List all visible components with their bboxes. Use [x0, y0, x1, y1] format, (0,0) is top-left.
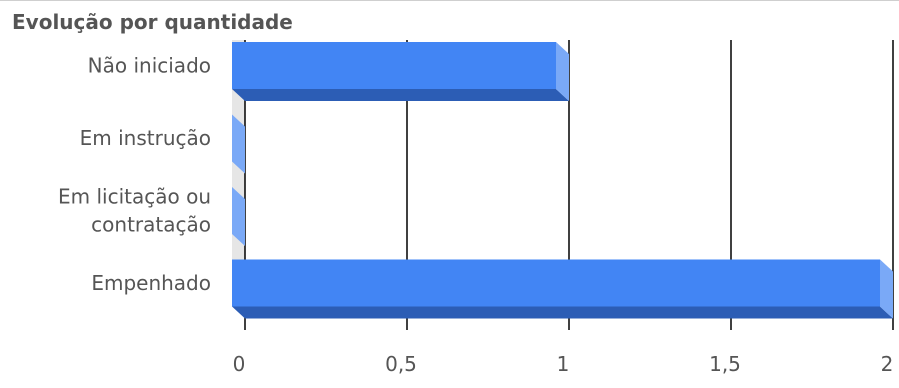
x-tick-label: 1 [557, 352, 570, 376]
x-tick-label: 1,5 [709, 352, 741, 376]
bar-side-face [232, 187, 245, 246]
bar-side-face [556, 42, 569, 101]
chart-title: Evolução por quantidade [12, 10, 293, 34]
bar [232, 259, 880, 307]
bar-bottom-face [232, 306, 893, 319]
bar-side-face [880, 259, 893, 319]
x-tick-label: 2 [881, 352, 894, 376]
category-label: Em instrução [80, 126, 211, 150]
x-tick-label: 0 [233, 352, 246, 376]
bar [232, 42, 556, 89]
category-label: Em licitação ou [58, 185, 211, 209]
category-label: Empenhado [91, 271, 211, 295]
x-tick-label: 0,5 [385, 352, 417, 376]
top-divider [0, 0, 899, 1]
bar-side-face [232, 114, 245, 174]
category-label: Não iniciado [88, 54, 211, 78]
chart-floor [232, 40, 245, 316]
category-label: contratação [91, 213, 211, 237]
bar-bottom-face [232, 89, 569, 101]
